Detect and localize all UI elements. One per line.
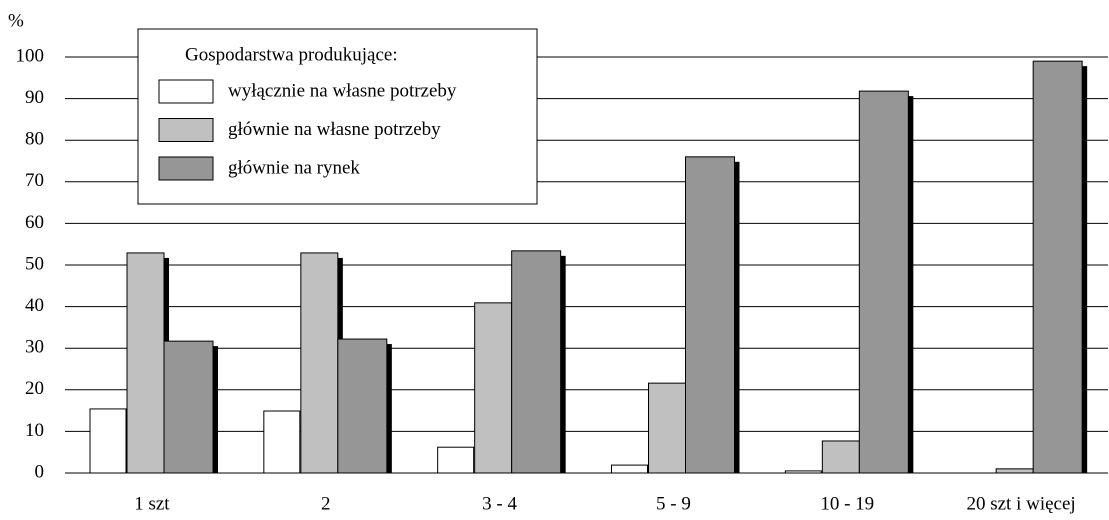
x-tick-label: 5 - 9 xyxy=(656,493,691,514)
y-tick-label: 30 xyxy=(25,337,44,358)
y-tick-label: 10 xyxy=(25,420,44,441)
legend-title: Gospodarstwa produkujące: xyxy=(185,44,398,65)
bar xyxy=(821,440,860,474)
bar xyxy=(648,382,686,474)
legend-swatch xyxy=(158,156,214,181)
legend-swatch xyxy=(158,118,214,142)
bar xyxy=(995,468,1034,474)
bar xyxy=(1032,60,1083,474)
bar xyxy=(163,340,214,474)
legend-swatch xyxy=(158,79,214,104)
y-tick-label: 0 xyxy=(35,461,45,482)
bar xyxy=(263,410,301,474)
y-tick-label: 50 xyxy=(25,253,44,274)
bar-shadow xyxy=(1082,66,1088,473)
bar-shadow xyxy=(908,96,914,473)
bar xyxy=(89,408,127,474)
bar xyxy=(611,464,648,474)
legend-label: głównie na rynek xyxy=(228,157,360,178)
bar xyxy=(126,252,165,474)
y-tick-label: 20 xyxy=(25,378,44,399)
bar-shadow xyxy=(386,344,392,473)
x-tick-label: 10 - 19 xyxy=(820,493,874,514)
bar xyxy=(685,156,735,474)
y-tick-label: 40 xyxy=(25,295,44,316)
legend-label: głównie na własne potrzeby xyxy=(228,119,441,140)
x-tick-label: 3 - 4 xyxy=(482,493,517,514)
legend-label: wyłącznie na własne potrzeby xyxy=(228,80,457,101)
bar xyxy=(474,302,513,474)
x-tick-label: 1 szt xyxy=(134,493,170,514)
y-tick-label: 80 xyxy=(25,129,44,150)
y-tick-label: 70 xyxy=(25,170,44,191)
bar xyxy=(858,90,909,474)
bar xyxy=(437,446,475,474)
y-tick-label: 60 xyxy=(25,212,44,233)
bar xyxy=(337,338,388,474)
y-tick-label: 90 xyxy=(25,87,44,108)
y-axis-label: % xyxy=(8,10,24,31)
bar xyxy=(300,252,339,474)
bar-shadow xyxy=(213,346,218,473)
bar-shadow xyxy=(560,255,566,473)
y-tick-label: 100 xyxy=(16,45,45,66)
bar xyxy=(511,250,562,474)
bar xyxy=(784,470,822,474)
x-tick-label: 2 xyxy=(321,493,331,514)
bar-shadow xyxy=(734,161,740,473)
x-tick-label: 20 szt i więcej xyxy=(966,493,1075,514)
